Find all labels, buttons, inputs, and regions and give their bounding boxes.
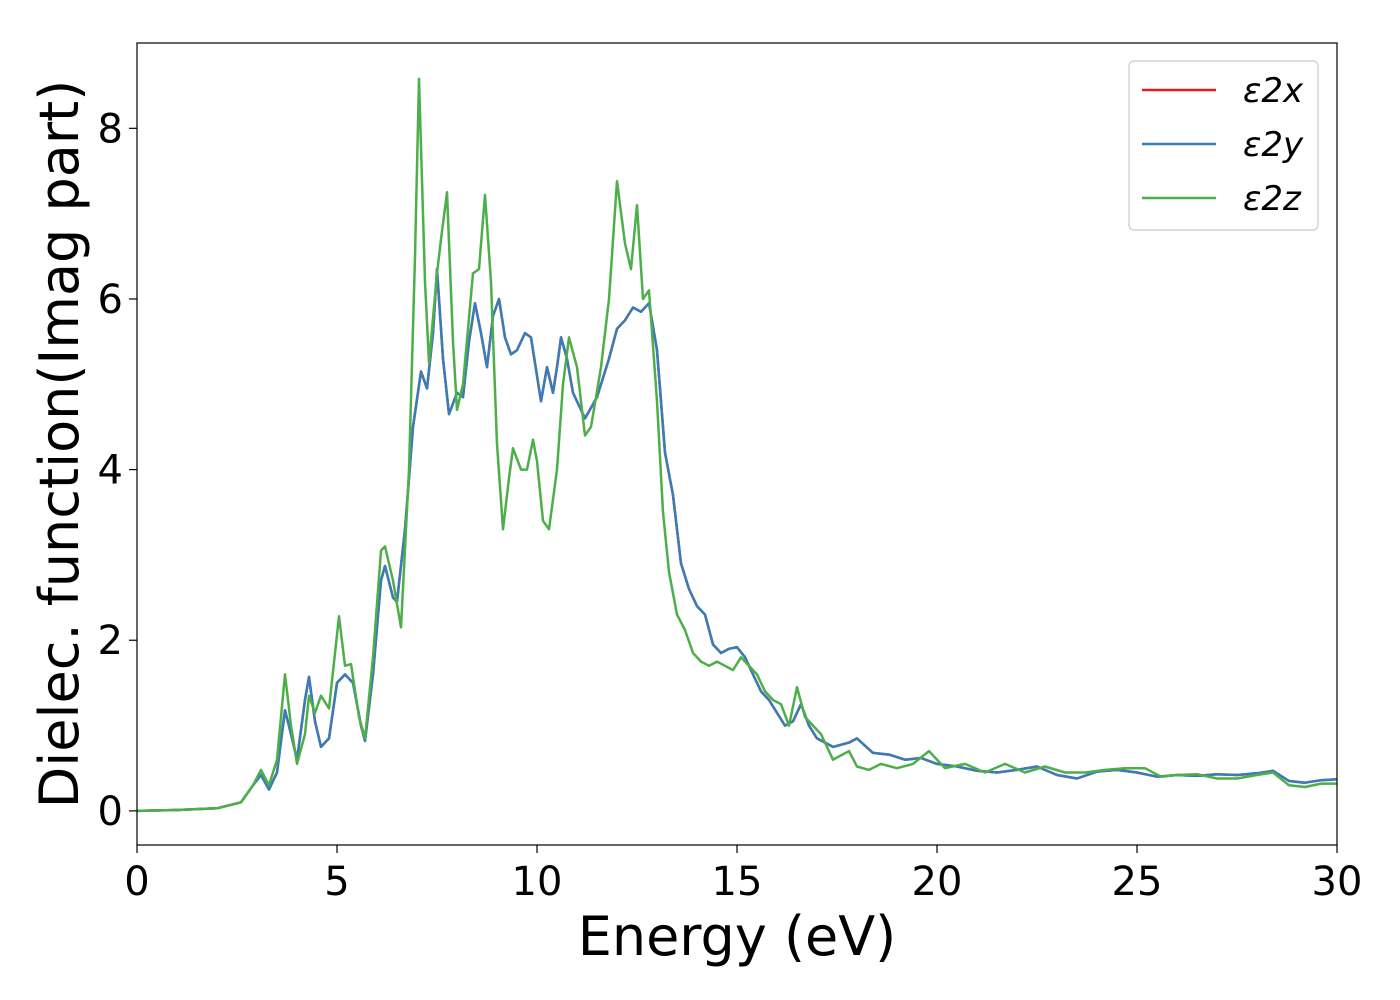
- y-tick-label: 6: [98, 277, 123, 323]
- x-tick-label: 5: [324, 859, 349, 905]
- x-tick-label: 20: [912, 859, 963, 905]
- series-line-z: [136, 77, 1337, 813]
- axis-ticks: 0 5 10 15 20 25 30 0 2 4 6 8: [98, 106, 1363, 905]
- x-tick-label: 30: [1312, 859, 1363, 905]
- y-axis-label: Dielec. function(Imag part): [28, 80, 91, 809]
- y-tick-label: 2: [98, 618, 123, 664]
- legend-box: [1128, 60, 1319, 231]
- x-axis-label: Energy (eV): [578, 905, 897, 968]
- y-tick-label: 0: [98, 789, 123, 835]
- legend-label-y: ε2y: [1243, 125, 1304, 165]
- y-tick-label: 4: [98, 448, 123, 494]
- series-line-y: [136, 267, 1338, 813]
- y-tick-label: 8: [98, 106, 123, 152]
- plot-lines: [136, 77, 1338, 813]
- x-tick-label: 10: [512, 859, 563, 905]
- legend: ε2x ε2y ε2z: [1128, 60, 1319, 231]
- legend-label-x: ε2x: [1243, 71, 1304, 111]
- x-tick-label: 0: [124, 859, 149, 905]
- legend-label-z: ε2z: [1243, 179, 1302, 219]
- x-tick-label: 15: [712, 859, 763, 905]
- x-tick-label: 25: [1112, 859, 1163, 905]
